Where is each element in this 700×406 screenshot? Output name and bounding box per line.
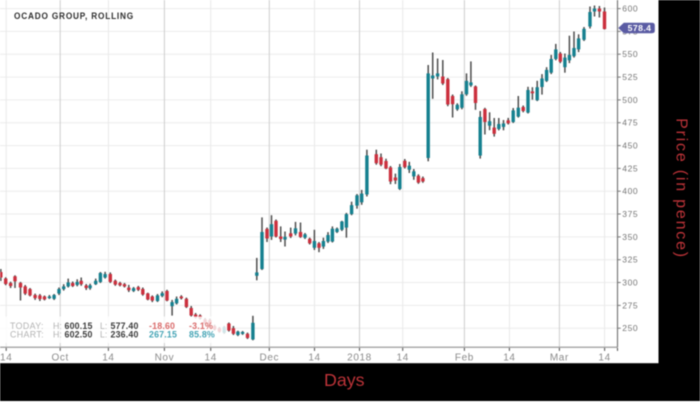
svg-text:267.15: 267.15: [149, 330, 177, 340]
svg-text:475: 475: [622, 118, 638, 128]
svg-text:CHART:: CHART:: [10, 330, 44, 340]
svg-text:450: 450: [622, 141, 638, 151]
svg-text:Dec: Dec: [260, 353, 280, 364]
svg-text:Oct: Oct: [52, 353, 69, 364]
svg-text:602.50: 602.50: [65, 330, 93, 340]
svg-text:14: 14: [397, 353, 409, 364]
svg-text:525: 525: [622, 72, 638, 82]
svg-text:L:: L:: [100, 330, 107, 340]
svg-text:425: 425: [622, 163, 638, 173]
svg-text:578.4: 578.4: [628, 23, 652, 33]
svg-text:14: 14: [308, 353, 320, 364]
svg-text:400: 400: [622, 186, 638, 196]
svg-text:14: 14: [503, 353, 515, 364]
svg-text:236.40: 236.40: [111, 330, 139, 340]
svg-text:275: 275: [622, 300, 638, 310]
svg-text:14: 14: [102, 353, 114, 364]
svg-text:500: 500: [622, 95, 638, 105]
svg-text:H:: H:: [53, 330, 62, 340]
svg-text:85.8%: 85.8%: [189, 330, 215, 340]
svg-text:300: 300: [622, 278, 638, 288]
svg-text:14: 14: [598, 353, 610, 364]
svg-text:350: 350: [622, 232, 638, 242]
svg-text:14: 14: [205, 353, 217, 364]
svg-text:250: 250: [622, 323, 638, 333]
svg-text:Feb: Feb: [455, 353, 474, 364]
svg-text:Price (in pence): Price (in pence): [673, 118, 690, 259]
svg-text:14: 14: [0, 353, 12, 364]
svg-text:Mar: Mar: [550, 353, 569, 364]
svg-text:375: 375: [622, 209, 638, 219]
svg-text:550: 550: [622, 49, 638, 59]
svg-text:325: 325: [622, 255, 638, 265]
svg-text:Nov: Nov: [155, 353, 175, 364]
svg-text:Days: Days: [324, 370, 365, 390]
svg-text:2018: 2018: [347, 353, 372, 364]
svg-text:OCADO GROUP, ROLLING: OCADO GROUP, ROLLING: [14, 11, 134, 21]
svg-text:600: 600: [622, 4, 638, 14]
